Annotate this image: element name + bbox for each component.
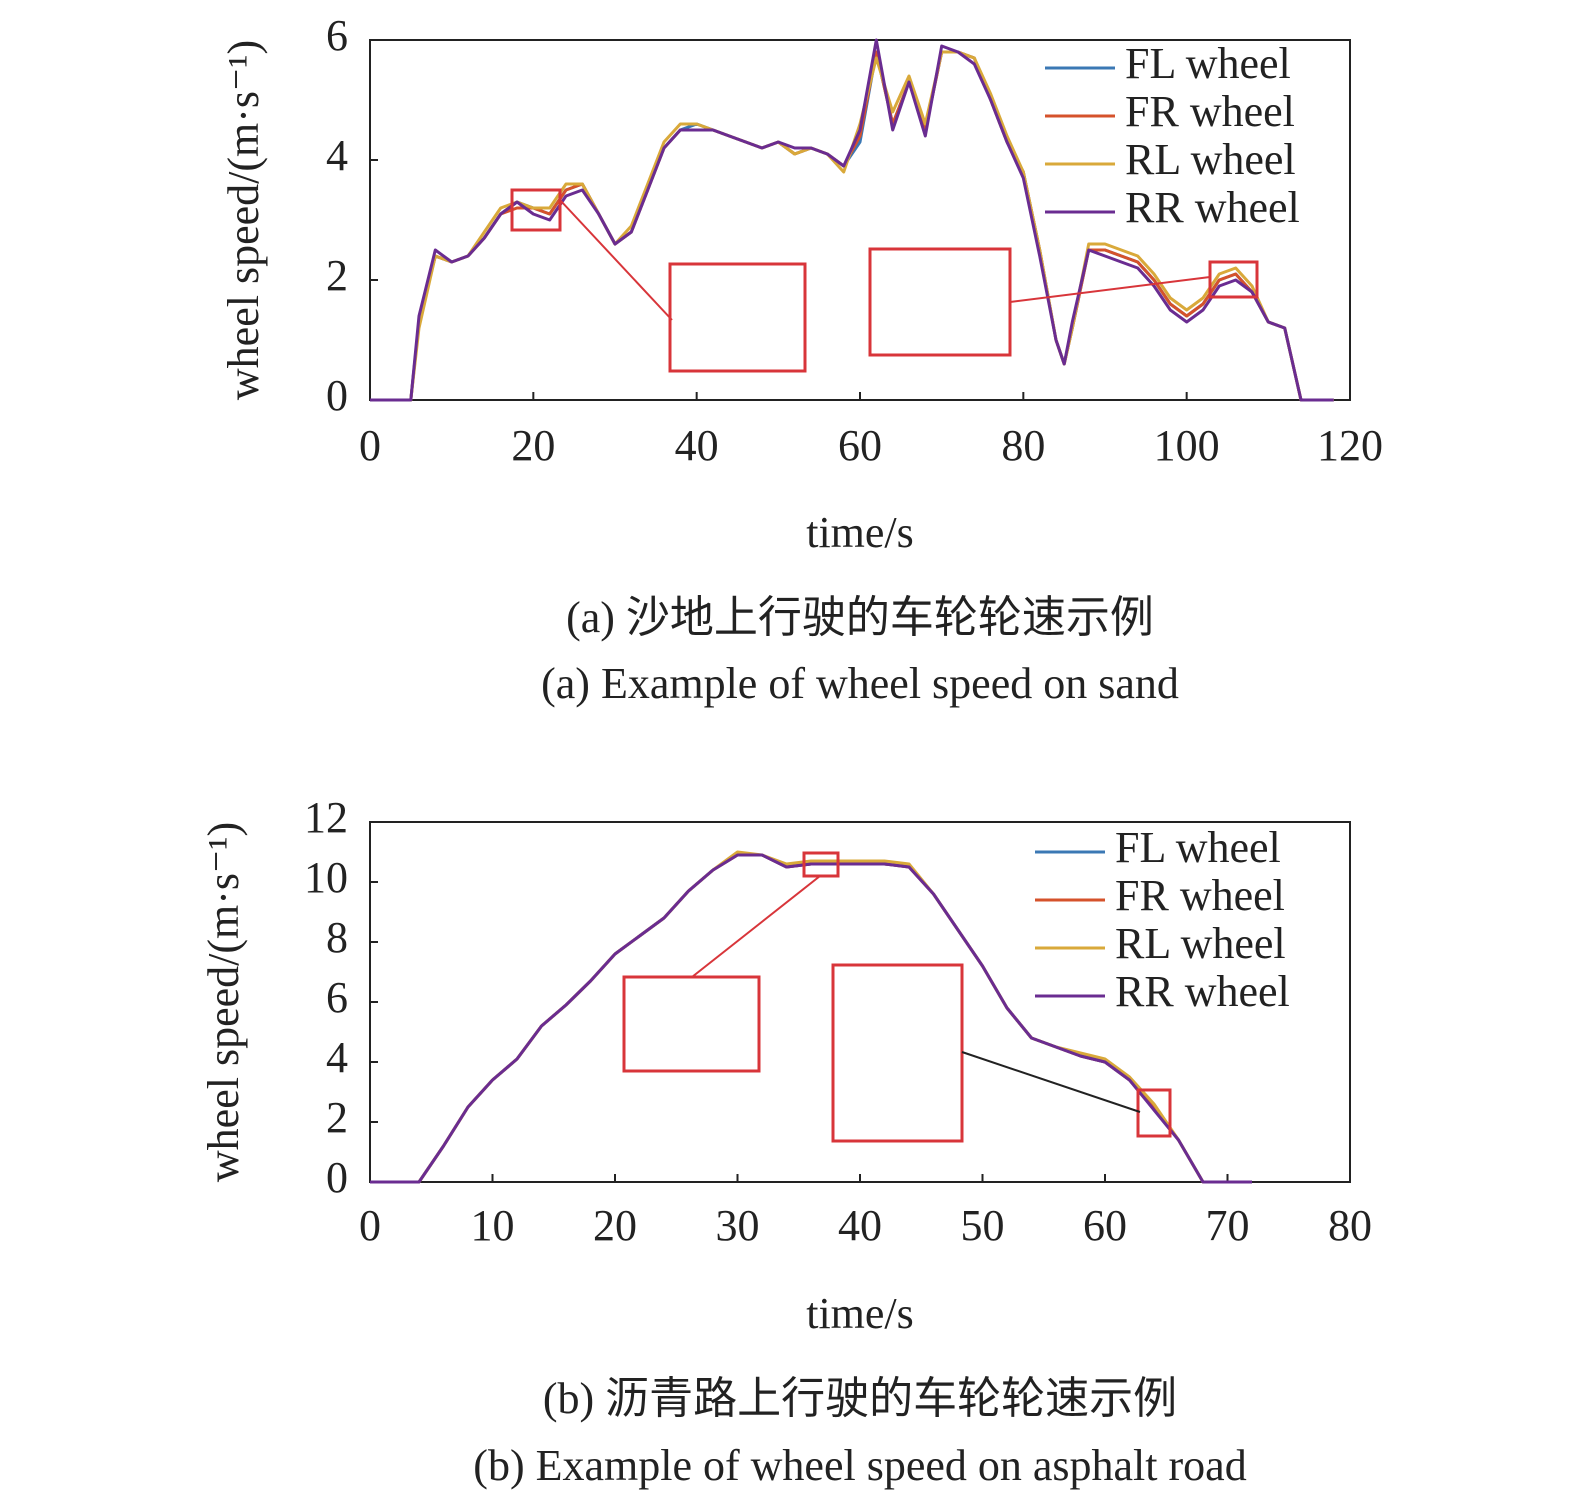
zoom-connector (1009, 276, 1211, 303)
y-tick-label: 12 (304, 793, 348, 842)
y-tick-label: 4 (326, 1033, 348, 1082)
data-line (370, 853, 1252, 1184)
zoom-box (510, 188, 562, 232)
x-tick-label: 60 (1083, 1201, 1127, 1250)
legend-label: RR wheel (1115, 967, 1290, 1016)
x-tick-label: 100 (1154, 421, 1220, 470)
legend-label: RL wheel (1125, 135, 1296, 184)
x-tick-label: 70 (1206, 1201, 1250, 1250)
y-tick-label: 4 (326, 131, 348, 180)
zoom-connector (691, 875, 821, 978)
zoom-box (802, 851, 840, 878)
y-tick-label: 10 (304, 853, 348, 902)
y-tick-label: 0 (326, 1153, 348, 1202)
x-tick-label: 20 (511, 421, 555, 470)
legend-label: RR wheel (1125, 183, 1300, 232)
x-tick-label: 40 (675, 421, 719, 470)
x-axis-title: time/s (806, 1289, 914, 1338)
x-tick-label: 0 (359, 421, 381, 470)
y-tick-label: 2 (326, 251, 348, 300)
y-tick-label: 6 (326, 11, 348, 60)
x-tick-label: 60 (838, 421, 882, 470)
caption-zh: (b) 沥青路上行驶的车轮轮速示例 (543, 1374, 1177, 1423)
inset-box (622, 975, 761, 1073)
x-tick-label: 50 (961, 1201, 1005, 1250)
inset-box (831, 963, 964, 1143)
legend-label: RL wheel (1115, 919, 1286, 968)
x-tick-label: 30 (716, 1201, 760, 1250)
zoom-connector (559, 199, 673, 321)
x-tick-label: 80 (1328, 1201, 1372, 1250)
x-tick-label: 80 (1001, 421, 1045, 470)
zoom-insets (510, 188, 1259, 1143)
y-tick-label: 8 (326, 913, 348, 962)
zoom-box (1208, 260, 1259, 299)
y-tick-label: 2 (326, 1093, 348, 1142)
y-tick-label: 6 (326, 973, 348, 1022)
y-axis-title: wheel speed/(m·s⁻¹) (219, 40, 268, 400)
legend-label: FL wheel (1125, 39, 1291, 88)
inset-box (668, 262, 807, 373)
x-tick-label: 0 (359, 1201, 381, 1250)
inset-box (868, 247, 1012, 357)
legend-label: FR wheel (1125, 87, 1295, 136)
x-tick-label: 120 (1317, 421, 1383, 470)
caption-en: (a) Example of wheel speed on sand (541, 659, 1179, 708)
y-tick-label: 0 (326, 371, 348, 420)
y-axis-title: wheel speed/(m·s⁻¹) (199, 822, 248, 1182)
zoom-box (1136, 1088, 1172, 1138)
caption-zh: (a) 沙地上行驶的车轮轮速示例 (566, 593, 1154, 642)
x-tick-label: 20 (593, 1201, 637, 1250)
legend-label: FL wheel (1115, 823, 1281, 872)
x-tick-label: 40 (838, 1201, 882, 1250)
caption-en: (b) Example of wheel speed on asphalt ro… (473, 1441, 1246, 1490)
x-tick-label: 10 (471, 1201, 515, 1250)
zoom-connector (961, 1051, 1141, 1113)
x-axis-title: time/s (806, 508, 914, 557)
data-line (370, 38, 1334, 402)
legend-label: FR wheel (1115, 871, 1285, 920)
